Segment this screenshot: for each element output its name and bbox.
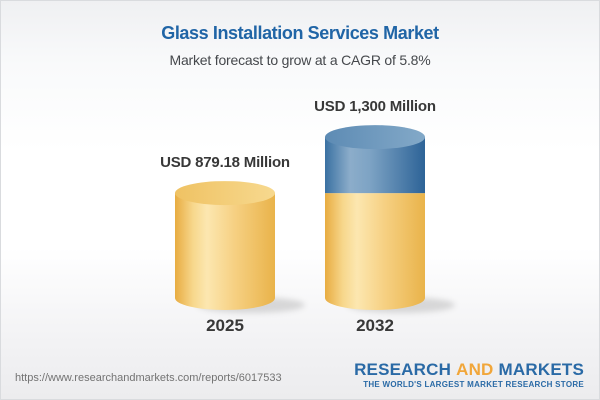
chart-title: Glass Installation Services Market (161, 23, 439, 43)
brand-tagline: THE WORLD'S LARGEST MARKET RESEARCH STOR… (363, 380, 584, 389)
chart-subtitle: Market forecast to grow at a CAGR of 5.8… (169, 52, 431, 68)
report-url: https://www.researchandmarkets.com/repor… (15, 372, 282, 384)
bar-value-label-0: USD 879.18 Million (160, 154, 290, 172)
brand-logo-wordmark: RESEARCH AND MARKETS (354, 361, 584, 379)
cylinder-bars (175, 125, 455, 313)
year-label-2032: 2032 (356, 316, 394, 335)
logo-word-research: RESEARCH (354, 360, 452, 379)
year-label-2025: 2025 (206, 316, 244, 335)
logo-word-markets: MARKETS (498, 360, 584, 379)
bar-value-label-1: USD 1,300 Million (314, 98, 436, 116)
brand-logo: RESEARCH AND MARKETS THE WORLD'S LARGEST… (354, 361, 584, 390)
logo-word-and: AND (456, 360, 494, 379)
